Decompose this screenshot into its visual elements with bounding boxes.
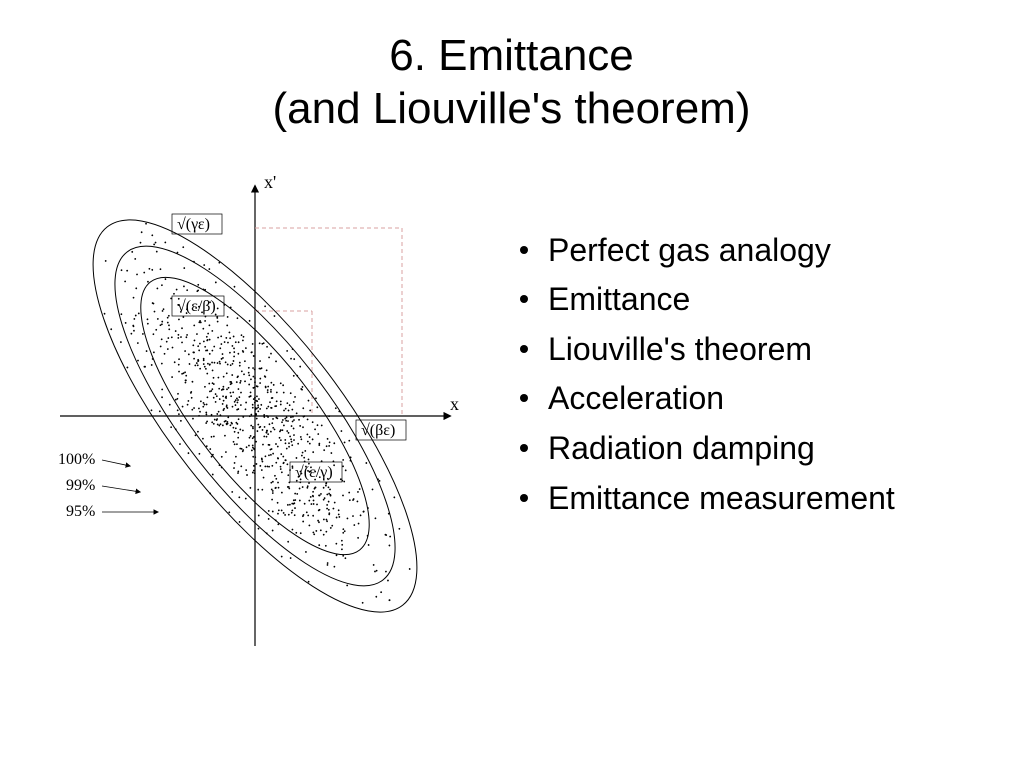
title-line-1: 6. Emittance: [40, 30, 983, 83]
bullet-item: Perfect gas analogy: [520, 226, 895, 276]
bullet-item: Liouville's theorem: [520, 325, 895, 375]
marker-labels: √(γε) √(ε/β) √(βε) √(ε/γ): [172, 214, 406, 482]
title-block: 6. Emittance (and Liouville's theorem): [40, 30, 983, 136]
content-row: x x' √(γε) √(ε/β) √(βε): [40, 166, 983, 666]
marker-label-beta-eps: √(βε): [361, 422, 395, 439]
pct-label-100: 100%: [58, 451, 95, 468]
bullet-list: Perfect gas analogy Emittance Liouville'…: [500, 166, 895, 524]
slide: 6. Emittance (and Liouville's theorem) x…: [0, 0, 1023, 767]
bullet-item: Radiation damping: [520, 424, 895, 474]
phase-space-diagram: x x' √(γε) √(ε/β) √(βε): [40, 166, 470, 666]
marker-label-eps-beta: √(ε/β): [177, 298, 216, 315]
bullet-item: Emittance: [520, 275, 895, 325]
title-line-2: (and Liouville's theorem): [40, 83, 983, 136]
bullet-item: Acceleration: [520, 374, 895, 424]
x-axis-label: x: [450, 394, 459, 414]
bullet-item: Emittance measurement: [520, 474, 895, 524]
y-axis-label: x': [264, 172, 276, 192]
marker-label-gamma-eps: √(γε): [177, 216, 210, 233]
pct-label-95: 95%: [66, 503, 95, 520]
dashed-guides: [255, 228, 402, 416]
pct-label-99: 99%: [66, 477, 95, 494]
percent-labels: 100% 99% 95%: [58, 451, 158, 520]
